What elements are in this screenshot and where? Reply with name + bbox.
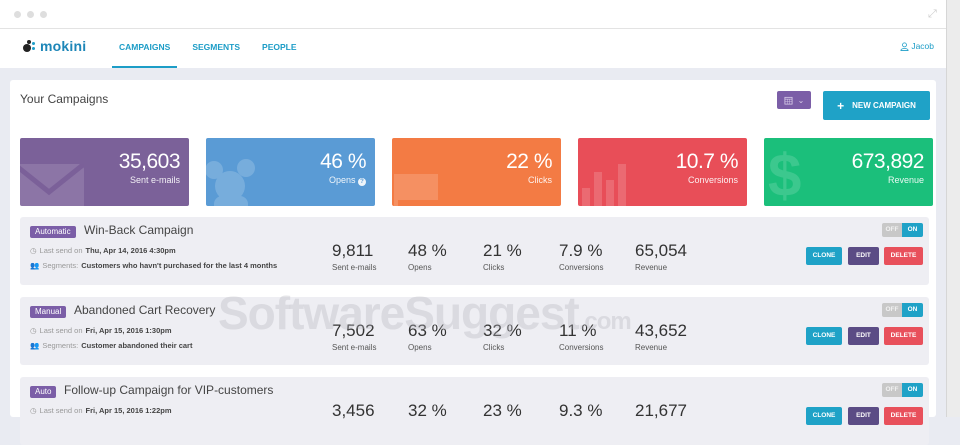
campaign-name[interactable]: Follow-up Campaign for VIP-customers xyxy=(64,383,274,397)
campaign-type-badge: Automatic xyxy=(30,226,76,238)
edit-button[interactable]: EDIT xyxy=(848,327,879,345)
summary-stats: 35,603 Sent e-mails 46 % Opens ? 22 % Cl… xyxy=(20,138,933,206)
users-icon xyxy=(206,159,255,206)
stat-label: Revenue xyxy=(887,175,924,185)
nav-tabs: CAMPAIGNS SEGMENTS PEOPLE xyxy=(112,29,312,68)
stat-label: Opens ? xyxy=(329,175,366,186)
users-icon: 👥 xyxy=(30,341,40,350)
metric-opens: 48 % Opens xyxy=(408,241,447,272)
edit-button[interactable]: EDIT xyxy=(848,247,879,265)
clock-icon: ◷ xyxy=(30,406,37,415)
stat-conversions: 10.7 % Conversions xyxy=(578,138,747,206)
metric-sent: 3,456 xyxy=(332,401,375,420)
metric-revenue: 21,677 xyxy=(635,401,687,420)
logo-text: mokini xyxy=(40,38,87,54)
calendar-icon xyxy=(784,96,793,105)
metric-sent: 9,811 Sent e-mails xyxy=(332,241,377,272)
campaign-type-badge: Auto xyxy=(30,386,57,398)
campaign-on-off-toggle[interactable]: OFF ON xyxy=(882,303,923,317)
envelope-icon xyxy=(20,164,84,206)
bar-chart-icon xyxy=(582,164,626,206)
delete-button[interactable]: DELETE xyxy=(884,247,923,265)
metric-clicks: 21 % Clicks xyxy=(483,241,522,272)
stat-sent-emails: 35,603 Sent e-mails xyxy=(20,138,189,206)
stat-clicks: 22 % Clicks xyxy=(392,138,561,206)
plus-icon: + xyxy=(837,98,845,113)
metric-revenue: 65,054 Revenue xyxy=(635,241,687,272)
question-circle-icon[interactable]: ? xyxy=(358,178,366,186)
segments-info: 👥 Segments: Customer abandoned their cart xyxy=(30,341,193,350)
edit-button[interactable]: EDIT xyxy=(848,407,879,425)
stat-opens: 46 % Opens ? xyxy=(206,138,375,206)
campaign-on-off-toggle[interactable]: OFF ON xyxy=(882,383,923,397)
new-campaign-button[interactable]: + NEW CAMPAIGN xyxy=(823,91,930,120)
metric-clicks: 32 % Clicks xyxy=(483,321,522,352)
flag-icon xyxy=(394,174,438,206)
minimize-window-dot[interactable] xyxy=(27,11,34,18)
metric-opens: 32 % xyxy=(408,401,447,420)
metric-sent: 7,502 Sent e-mails xyxy=(332,321,377,352)
stat-value: 10.7 % xyxy=(675,150,739,173)
last-send-info: ◷ Last send on Fri, Apr 15, 2016 1:22pm xyxy=(30,406,172,415)
delete-button[interactable]: DELETE xyxy=(884,407,923,425)
metric-clicks: 23 % xyxy=(483,401,522,420)
user-icon xyxy=(900,41,909,51)
clone-button[interactable]: CLONE xyxy=(806,407,842,425)
metric-conversions: 9.3 % xyxy=(559,401,603,420)
stat-value: 22 % xyxy=(506,150,552,173)
metric-conversions: 7.9 % Conversions xyxy=(559,241,604,272)
segments-info: 👥 Segments: Customers who havn't purchas… xyxy=(30,261,278,270)
campaign-name[interactable]: Abandoned Cart Recovery xyxy=(74,303,216,317)
maximize-window-dot[interactable] xyxy=(40,11,47,18)
close-window-dot[interactable] xyxy=(14,11,21,18)
page-title: Your Campaigns xyxy=(20,92,109,106)
users-icon: 👥 xyxy=(30,261,40,270)
calendar-dropdown-button[interactable]: ⌄ xyxy=(777,91,811,109)
tab-segments[interactable]: SEGMENTS xyxy=(192,42,241,52)
top-navigation: mokini CAMPAIGNS SEGMENTS PEOPLE Jacob xyxy=(0,29,946,68)
clock-icon: ◷ xyxy=(30,246,37,255)
stat-value: 673,892 xyxy=(851,150,925,173)
scrollbar[interactable] xyxy=(946,0,960,417)
clone-button[interactable]: CLONE xyxy=(806,327,842,345)
tab-people[interactable]: PEOPLE xyxy=(262,42,297,52)
campaign-name[interactable]: Win-Back Campaign xyxy=(84,223,194,237)
campaign-type-badge: Manual xyxy=(30,306,67,318)
last-send-info: ◷ Last send on Thu, Apr 14, 2016 4:30pm xyxy=(30,246,176,255)
dollar-icon: $ xyxy=(768,142,802,206)
campaign-on-off-toggle[interactable]: OFF ON xyxy=(882,223,923,237)
metric-revenue: 43,652 Revenue xyxy=(635,321,687,352)
metric-conversions: 11 % Conversions xyxy=(559,321,604,352)
logo-mark-icon xyxy=(23,39,37,53)
delete-button[interactable]: DELETE xyxy=(884,327,923,345)
tab-campaigns[interactable]: CAMPAIGNS xyxy=(112,29,178,68)
stat-label: Clicks xyxy=(528,175,552,185)
stat-label: Conversions xyxy=(687,175,738,185)
clone-button[interactable]: CLONE xyxy=(806,247,842,265)
stat-revenue: $ 673,892 Revenue xyxy=(764,138,933,206)
campaign-row[interactable]: Manual Abandoned Cart Recovery ◷ Last se… xyxy=(20,297,929,365)
campaign-row[interactable]: Automatic Win-Back Campaign ◷ Last send … xyxy=(20,217,929,285)
chevron-down-icon: ⌄ xyxy=(797,95,805,105)
window-titlebar: ⤢ xyxy=(0,0,946,29)
window-controls xyxy=(14,11,47,18)
stat-value: 35,603 xyxy=(118,150,181,173)
user-menu-link[interactable]: Jacob xyxy=(900,41,934,51)
metric-opens: 63 % Opens xyxy=(408,321,447,352)
campaigns-panel: Your Campaigns ⌄ + NEW CAMPAIGN 35,603 S… xyxy=(10,80,936,445)
clock-icon: ◷ xyxy=(30,326,37,335)
last-send-info: ◷ Last send on Fri, Apr 15, 2016 1:30pm xyxy=(30,326,172,335)
new-campaign-label: NEW CAMPAIGN xyxy=(852,101,916,110)
user-name: Jacob xyxy=(911,41,934,51)
logo[interactable]: mokini xyxy=(23,38,86,54)
stat-label: Sent e-mails xyxy=(129,175,180,185)
expand-icon[interactable]: ⤢ xyxy=(928,8,937,20)
stat-value: 46 % xyxy=(320,150,366,173)
campaign-row[interactable]: Auto Follow-up Campaign for VIP-customer… xyxy=(20,377,929,445)
